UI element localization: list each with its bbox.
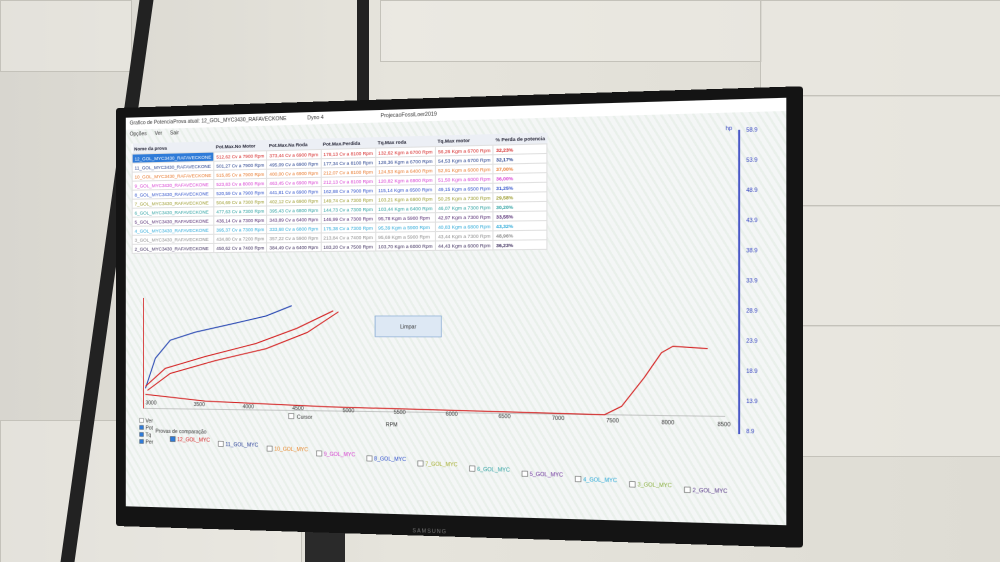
comparison-label[interactable]: 12_GOL_MYC [177, 437, 210, 444]
x-tick-label: 7000 [552, 416, 565, 423]
comparison-label[interactable]: 4_GOL_MYC [583, 477, 617, 484]
comparison-label[interactable]: 11_GOL_MYC [225, 442, 258, 449]
comparison-checkbox[interactable] [317, 451, 322, 456]
wall-brick [760, 0, 1000, 97]
x-tick-label: 6000 [446, 412, 458, 419]
x-tick-label: 3000 [145, 400, 156, 406]
y-tick-label: 13.9 [746, 399, 758, 406]
y-tick-label: 28.9 [746, 308, 758, 315]
toggle-label[interactable]: Per [145, 440, 153, 446]
comparison-checkbox[interactable] [170, 436, 175, 441]
x-tick-label: 8000 [661, 420, 674, 427]
y-tick-label: 53.9 [746, 157, 758, 164]
pipe [357, 0, 369, 110]
comparison-checkbox[interactable] [629, 482, 635, 488]
y-tick-label: 58.9 [746, 127, 758, 134]
comparison-checkbox[interactable] [418, 461, 423, 466]
comparison-label[interactable]: 7_GOL_MYC [425, 461, 458, 468]
wall-brick [0, 0, 132, 72]
power-curve [145, 306, 291, 390]
y-tick-label: 33.9 [746, 278, 758, 285]
y-tick-label: 8.9 [746, 429, 754, 436]
toggle-label[interactable]: Tq [145, 432, 151, 438]
comparison-label[interactable]: 2_GOL_MYC [693, 488, 728, 495]
comparison-label[interactable]: 5_GOL_MYC [530, 472, 564, 479]
monitor: Grafico de Potencia Prova atual: 12_GOL_… [116, 86, 803, 548]
toggle-checkbox[interactable] [140, 425, 144, 429]
comparison-checkbox[interactable] [218, 441, 223, 446]
cursor-checkbox[interactable] [289, 413, 294, 418]
x-tick-label: 6500 [498, 414, 510, 421]
comparison-label[interactable]: 8_GOL_MYC [374, 456, 406, 463]
x-tick-label: 4000 [243, 404, 255, 410]
comparison-label[interactable]: 9_GOL_MYC [324, 451, 356, 458]
y-tick-label: 38.9 [746, 248, 758, 255]
y-tick-label: 23.9 [746, 338, 758, 345]
x-tick-label: 7500 [606, 418, 619, 425]
comparison-checkbox[interactable] [267, 446, 272, 451]
x-tick-label: 5000 [343, 408, 355, 414]
cursor-label[interactable]: Cursor [297, 415, 313, 421]
y-tick-label: 43.9 [746, 218, 758, 225]
comparison-checkbox[interactable] [575, 476, 581, 481]
x-title: RPM [386, 422, 398, 429]
comparison-label[interactable]: 10_GOL_MYC [274, 447, 308, 454]
monitor-brand: SAMSUNG [412, 528, 448, 536]
comparison-checkbox[interactable] [470, 466, 475, 471]
chart: Limpar Cursor hp RPM Provas de comparaçã… [126, 126, 758, 495]
comparison-checkbox[interactable] [367, 456, 372, 461]
x-tick-label: 8500 [718, 422, 731, 429]
y-tick-label: 48.9 [746, 187, 758, 194]
toggle-checkbox[interactable] [140, 418, 144, 422]
comparison-checkbox[interactable] [684, 487, 690, 493]
toggle-label[interactable]: Ver [145, 418, 153, 424]
toggle-checkbox[interactable] [140, 439, 144, 443]
comparison-label[interactable]: 6_GOL_MYC [477, 467, 510, 474]
toggle-label[interactable]: Pot [145, 425, 153, 431]
clear-button[interactable] [375, 316, 441, 337]
x-tick-label: 5500 [394, 410, 406, 416]
comparison-title: Provas de comparação [155, 429, 206, 436]
loss-curve [145, 344, 707, 416]
toggle-checkbox[interactable] [140, 432, 144, 436]
screen: Grafico de Potencia Prova atual: 12_GOL_… [125, 97, 787, 526]
comparison-checkbox[interactable] [522, 471, 528, 476]
x-tick-label: 4500 [292, 406, 304, 412]
x-tick-label: 3500 [194, 402, 205, 408]
button-label[interactable]: Limpar [400, 324, 417, 330]
y-unit: hp [726, 126, 733, 133]
comparison-label[interactable]: 3_GOL_MYC [637, 482, 672, 489]
y-tick-label: 18.9 [746, 368, 758, 375]
wall-brick [380, 0, 762, 62]
power-curve [147, 312, 338, 393]
